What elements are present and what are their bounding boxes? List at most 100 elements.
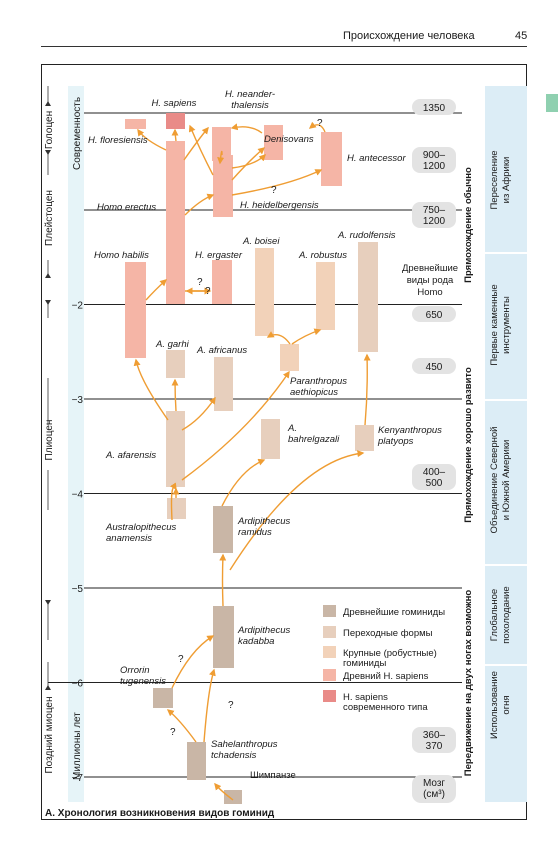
header-rule <box>41 46 527 47</box>
brain-size-value: 750– 1200 <box>423 205 446 227</box>
question-mark: ? <box>205 286 211 297</box>
question-mark: ? <box>317 118 323 129</box>
tick-label: −2 <box>72 301 84 312</box>
lineage-arrow <box>219 553 227 607</box>
y-axis-label: Миллионы лет <box>72 712 83 780</box>
lineage-arrow <box>181 396 216 431</box>
species-label: A. garhi <box>155 339 190 350</box>
legend-swatch <box>323 646 336 658</box>
brain-size-pill <box>412 306 456 322</box>
lineage-arrow <box>230 123 263 134</box>
epoch-arrow <box>45 300 51 305</box>
species-bar <box>213 606 234 668</box>
epoch-label: Плейстоцен <box>44 190 55 246</box>
event-label: Использованиеогня <box>489 671 512 739</box>
brain-size-value: 360– 370 <box>423 730 446 752</box>
legend-swatch <box>323 690 336 702</box>
species-bar <box>316 262 335 330</box>
species-bar <box>280 344 299 371</box>
lineage-arrow <box>217 150 225 165</box>
event-label: Первые каменныеинструменты <box>489 284 512 365</box>
brain-size-value: 450 <box>426 362 443 373</box>
species-bar <box>355 425 374 451</box>
species-label: A. robustus <box>298 250 347 261</box>
epoch-arrow <box>45 685 51 690</box>
question-mark: ? <box>228 700 234 711</box>
species-label: H. ergaster <box>195 250 243 261</box>
species-label: A. bahrelgazali <box>287 423 340 445</box>
species-bar <box>321 132 342 186</box>
species-label: H. neander-thalensis <box>225 89 275 111</box>
brain-size-pill <box>412 202 456 228</box>
epoch-label: Поздний миоцен <box>44 696 55 773</box>
brain-size-pill <box>412 727 456 753</box>
page-number: 45 <box>515 30 528 42</box>
species-bar <box>125 262 146 358</box>
species-label: A. boisei <box>242 236 280 247</box>
brain-size-title: Мозг (см³) <box>423 778 445 800</box>
bipedal-label: Прямохождение обычно <box>463 167 474 283</box>
species-bar <box>187 742 206 780</box>
homo-caption: Древнейшие виды рода Homo <box>402 263 458 298</box>
lineage-arrow <box>291 328 322 345</box>
species-label: Homo erectus <box>97 202 156 213</box>
legend-swatch <box>323 626 336 638</box>
lineage-arrow <box>184 193 215 216</box>
lineage-arrow <box>183 126 209 161</box>
lineage-arrow <box>171 378 179 412</box>
species-bar <box>166 141 185 304</box>
lineage-arrow <box>181 370 290 481</box>
events-band <box>485 86 527 802</box>
species-bar <box>358 242 378 352</box>
species-label: A. rudolfensis <box>337 230 396 241</box>
lineage-arrow <box>169 482 177 521</box>
page-header: Происхождение человека 45 <box>0 30 558 47</box>
brain-size-value: 400– 500 <box>423 467 446 489</box>
species-label: Orrorin tugenensis <box>120 665 166 687</box>
epoch-arrow <box>45 600 51 605</box>
species-label: Sahelanthropus tchadensis <box>211 739 278 761</box>
brain-size-title-pill <box>412 775 456 803</box>
event-label: Глобальноепохолодание <box>489 586 512 643</box>
species-bar <box>264 125 283 160</box>
species-label: H. sapiens <box>152 98 197 109</box>
lineage-arrow <box>137 128 167 151</box>
tick-label: −7 <box>72 773 84 784</box>
question-mark: ? <box>178 654 184 665</box>
bipedal-label: Передвижение на двух ногах возможно <box>463 590 474 777</box>
lineage-arrow <box>214 782 234 801</box>
legend-label: Древний H. sapiens <box>343 671 429 682</box>
species-bar <box>125 119 146 129</box>
lineage-arrow <box>231 147 266 181</box>
question-mark: ? <box>170 727 176 738</box>
question-mark: ? <box>197 277 203 288</box>
tick-label: −6 <box>72 679 84 690</box>
lineage-arrow <box>231 169 323 196</box>
question-mark: ? <box>271 185 277 196</box>
species-label: H. heidelbergensis <box>240 200 319 211</box>
species-label: H. antecessor <box>347 153 406 164</box>
tick-label: −3 <box>72 395 84 406</box>
species-bar <box>167 498 186 519</box>
brain-size-pill <box>412 358 456 374</box>
species-bar <box>213 506 233 553</box>
lineage-arrow <box>266 331 291 345</box>
species-label: A. africanus <box>196 345 247 356</box>
brain-size-value: 650 <box>426 310 443 321</box>
lineage-arrow <box>188 124 214 176</box>
brain-size-value: 900– 1200 <box>423 150 446 172</box>
legend-label: Крупные (робустные) гоминиды <box>343 648 437 669</box>
lineage-arrow <box>363 353 371 426</box>
species-bar <box>224 790 242 804</box>
brain-size-pill <box>412 147 456 173</box>
species-label: Ardipithecus kadabba <box>237 625 291 647</box>
lineage-arrow <box>221 458 266 507</box>
species-label: Paranthropus aethiopicus <box>290 376 347 398</box>
page-header-title: Происхождение человека <box>343 30 475 42</box>
brain-size-pill <box>412 464 456 490</box>
lineage-arrow <box>166 709 197 743</box>
species-label: Kenyanthropus platyops <box>377 425 442 447</box>
present-label: Современность <box>72 97 83 170</box>
tick-label: −5 <box>72 584 84 595</box>
